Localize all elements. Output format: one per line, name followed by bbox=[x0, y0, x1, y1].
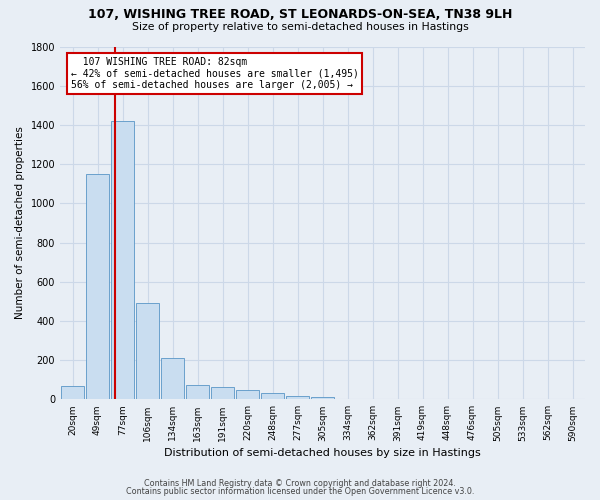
Bar bbox=[211, 387, 234, 400]
Bar bbox=[261, 394, 284, 400]
Bar bbox=[61, 386, 84, 400]
Text: 107 WISHING TREE ROAD: 82sqm  
← 42% of semi-detached houses are smaller (1,495): 107 WISHING TREE ROAD: 82sqm ← 42% of se… bbox=[71, 57, 358, 90]
Text: Size of property relative to semi-detached houses in Hastings: Size of property relative to semi-detach… bbox=[131, 22, 469, 32]
Bar bbox=[136, 304, 159, 400]
Bar bbox=[311, 398, 334, 400]
Text: 107, WISHING TREE ROAD, ST LEONARDS-ON-SEA, TN38 9LH: 107, WISHING TREE ROAD, ST LEONARDS-ON-S… bbox=[88, 8, 512, 20]
Bar bbox=[186, 384, 209, 400]
Bar bbox=[111, 121, 134, 400]
Text: Contains HM Land Registry data © Crown copyright and database right 2024.: Contains HM Land Registry data © Crown c… bbox=[144, 478, 456, 488]
Y-axis label: Number of semi-detached properties: Number of semi-detached properties bbox=[15, 126, 25, 320]
Bar bbox=[161, 358, 184, 400]
X-axis label: Distribution of semi-detached houses by size in Hastings: Distribution of semi-detached houses by … bbox=[164, 448, 481, 458]
Bar bbox=[86, 174, 109, 400]
Bar bbox=[236, 390, 259, 400]
Bar bbox=[286, 396, 309, 400]
Text: Contains public sector information licensed under the Open Government Licence v3: Contains public sector information licen… bbox=[126, 487, 474, 496]
